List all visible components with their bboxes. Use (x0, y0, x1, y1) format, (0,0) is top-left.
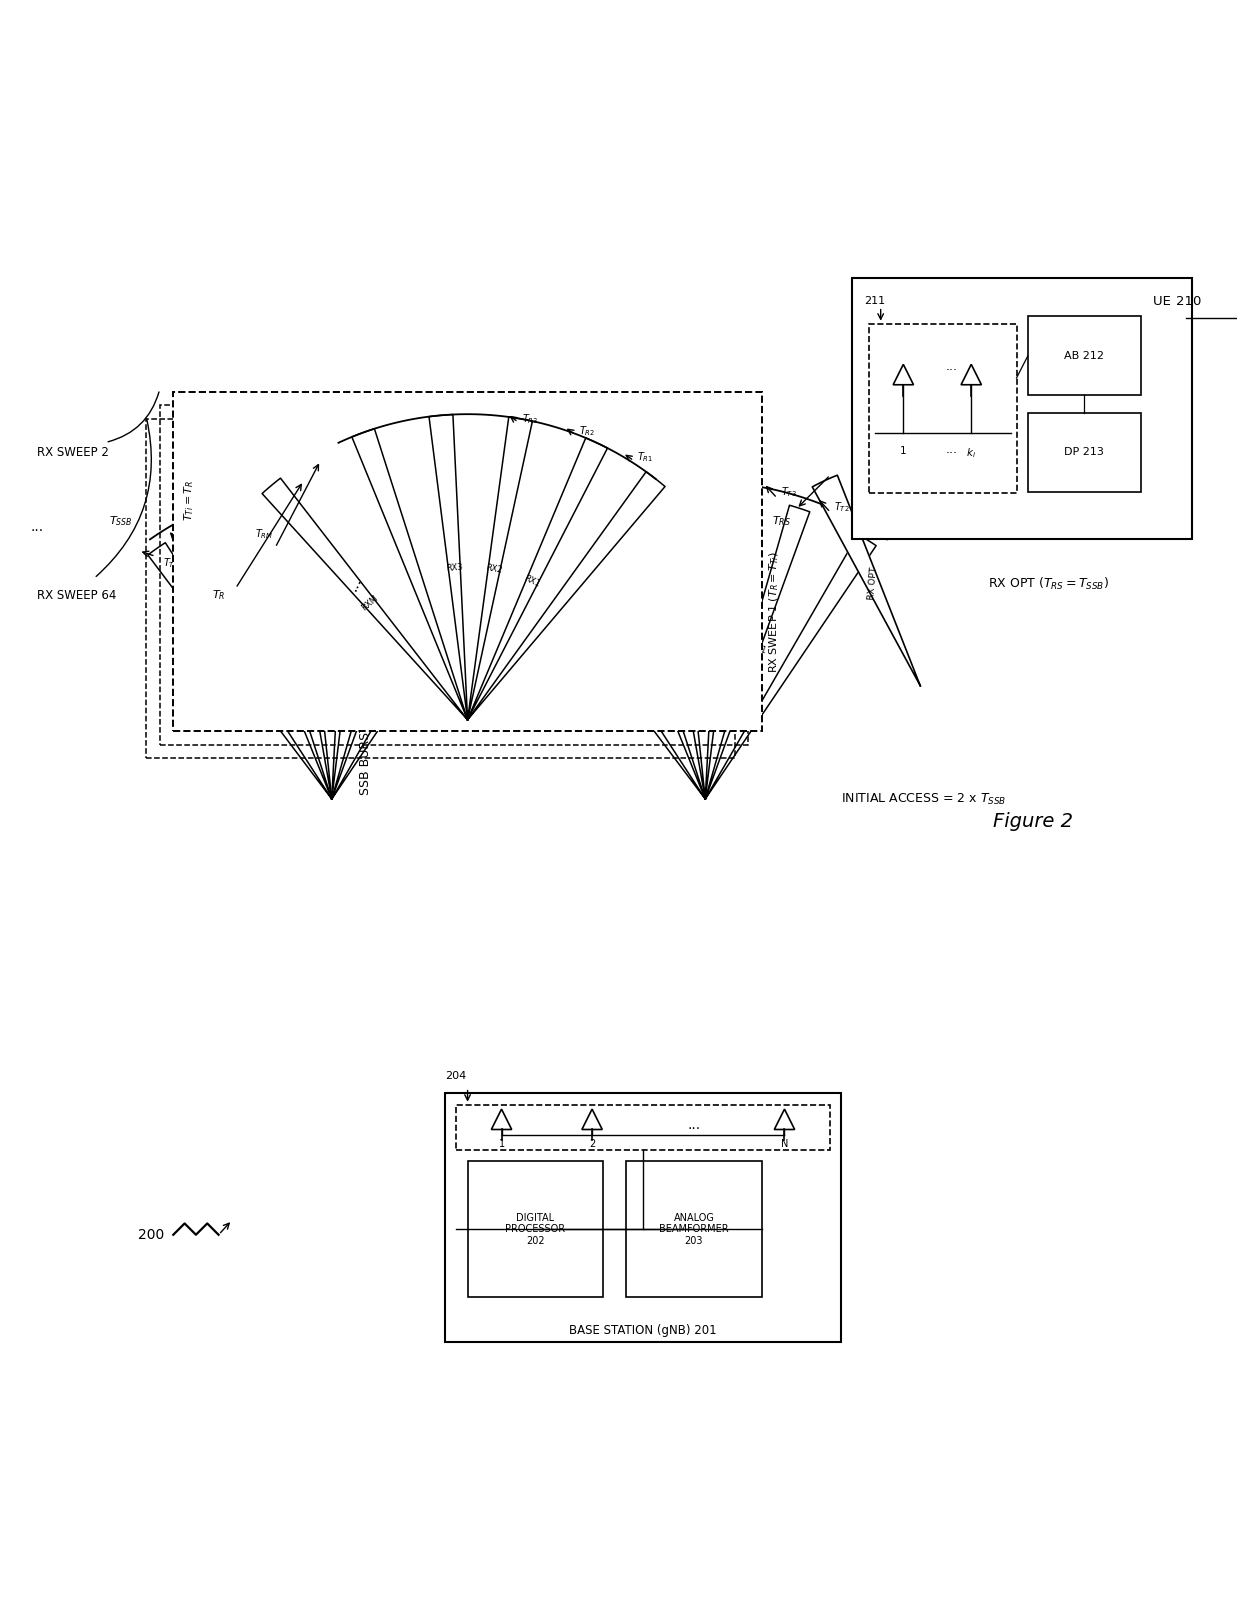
Bar (445, 1093, 841, 1342)
Text: $T_{RS}$: $T_{RS}$ (771, 515, 791, 529)
Text: ...: ... (632, 676, 653, 695)
Text: $T_{T2}$: $T_{T2}$ (835, 500, 849, 513)
Text: 204: 204 (445, 1071, 466, 1082)
Text: $T_{T1}$: $T_{T1}$ (884, 523, 900, 537)
Polygon shape (332, 494, 370, 799)
Bar (869, 324, 1017, 494)
Text: BASE STATION (gNB) 201: BASE STATION (gNB) 201 (569, 1323, 717, 1336)
Polygon shape (706, 505, 810, 799)
Text: ...: ... (946, 443, 957, 455)
Text: SSB 1: SSB 1 (368, 639, 394, 655)
Polygon shape (352, 428, 467, 719)
Text: $T_{T64}$: $T_{T64}$ (537, 556, 557, 570)
Polygon shape (706, 494, 743, 799)
Bar (174, 392, 761, 732)
Text: SSB 64: SSB 64 (226, 657, 255, 681)
Text: ...: ... (345, 574, 365, 594)
Text: $T_{SSB}$: $T_{SSB}$ (482, 515, 506, 527)
Text: $T_{R1}$: $T_{R1}$ (637, 451, 653, 465)
Text: RX OPT $(T_{RS}=T_{SSB})$: RX OPT $(T_{RS}=T_{SSB})$ (988, 575, 1109, 591)
Text: $T_{R2}$: $T_{R2}$ (579, 425, 595, 438)
Text: SSB 2: SSB 2 (707, 634, 732, 646)
Text: UE: UE (1153, 296, 1176, 308)
Bar (852, 278, 1192, 539)
Text: ...: ... (687, 1119, 701, 1131)
Text: Figure 2: Figure 2 (993, 812, 1074, 831)
Text: RX SWEEP 1 $(T_R=T_{Ti})$: RX SWEEP 1 $(T_R=T_{Ti})$ (768, 551, 781, 673)
Polygon shape (332, 534, 502, 799)
Text: 1: 1 (900, 446, 906, 455)
Polygon shape (279, 495, 332, 799)
Text: SSB 3: SSB 3 (296, 636, 322, 647)
Text: 1: 1 (498, 1139, 505, 1149)
Text: N: N (781, 1139, 789, 1149)
Bar (160, 406, 748, 745)
Text: $T_{T3}$: $T_{T3}$ (781, 486, 796, 500)
Text: ...: ... (259, 676, 280, 695)
Text: $T_{T3}$: $T_{T3}$ (407, 486, 423, 500)
Text: RX SWEEP 64: RX SWEEP 64 (37, 588, 117, 602)
Text: RX2: RX2 (485, 564, 503, 575)
Polygon shape (332, 505, 436, 799)
Bar (467, 1162, 604, 1298)
Text: SSB 3: SSB 3 (671, 636, 696, 647)
Text: RX3: RX3 (445, 562, 463, 572)
Polygon shape (467, 417, 532, 719)
Polygon shape (262, 478, 467, 719)
Text: $T_{R3}$: $T_{R3}$ (522, 412, 538, 425)
Bar (456, 1104, 830, 1151)
Text: 200: 200 (138, 1227, 164, 1242)
Bar (146, 419, 734, 759)
Text: $T_R$: $T_R$ (212, 588, 226, 602)
Text: $T_{T64}$: $T_{T64}$ (164, 556, 184, 570)
Text: RXM: RXM (360, 593, 379, 612)
Text: 2: 2 (589, 1139, 595, 1149)
Bar (1028, 412, 1141, 492)
Text: ANALOG
BEAMFORMER
203: ANALOG BEAMFORMER 203 (660, 1213, 729, 1246)
Polygon shape (467, 471, 665, 719)
Text: DP 213: DP 213 (1064, 447, 1105, 457)
Bar (1028, 316, 1141, 395)
Text: $T_{Ti} = T_R$: $T_{Ti} = T_R$ (182, 479, 196, 521)
Text: AB 212: AB 212 (1064, 352, 1105, 361)
Polygon shape (217, 508, 332, 799)
Polygon shape (148, 543, 332, 799)
Polygon shape (652, 495, 706, 799)
Text: 210: 210 (1176, 296, 1202, 308)
Text: 211: 211 (864, 296, 885, 305)
Text: INITIAL ACCESS = 2 x $T_{SSB}$: INITIAL ACCESS = 2 x $T_{SSB}$ (841, 791, 1007, 807)
Text: RX OPT: RX OPT (867, 566, 878, 601)
Text: DIGITAL
PROCESSOR
202: DIGITAL PROCESSOR 202 (506, 1213, 565, 1246)
Text: RX1: RX1 (522, 574, 542, 590)
Polygon shape (812, 475, 920, 686)
Text: SSB 2: SSB 2 (334, 634, 358, 646)
Polygon shape (590, 508, 706, 799)
Bar (626, 1162, 761, 1298)
Text: ...: ... (946, 360, 957, 372)
Polygon shape (706, 534, 877, 799)
Text: $k_i$: $k_i$ (966, 446, 976, 460)
Text: ...: ... (31, 521, 45, 534)
Text: $T_{SSB}$: $T_{SSB}$ (109, 515, 133, 527)
Polygon shape (429, 414, 467, 719)
Text: RX SWEEP 2: RX SWEEP 2 (37, 446, 109, 459)
Text: $T_{RM}$: $T_{RM}$ (254, 527, 273, 542)
Text: $T_{T2}$: $T_{T2}$ (460, 500, 476, 513)
Polygon shape (521, 543, 706, 799)
Text: $T_{T1}$: $T_{T1}$ (511, 523, 526, 537)
Text: SSB 64: SSB 64 (599, 657, 629, 681)
Text: SSB BURST 2: SSB BURST 2 (360, 713, 372, 796)
Text: SSB 1: SSB 1 (742, 639, 768, 655)
Polygon shape (467, 438, 608, 719)
